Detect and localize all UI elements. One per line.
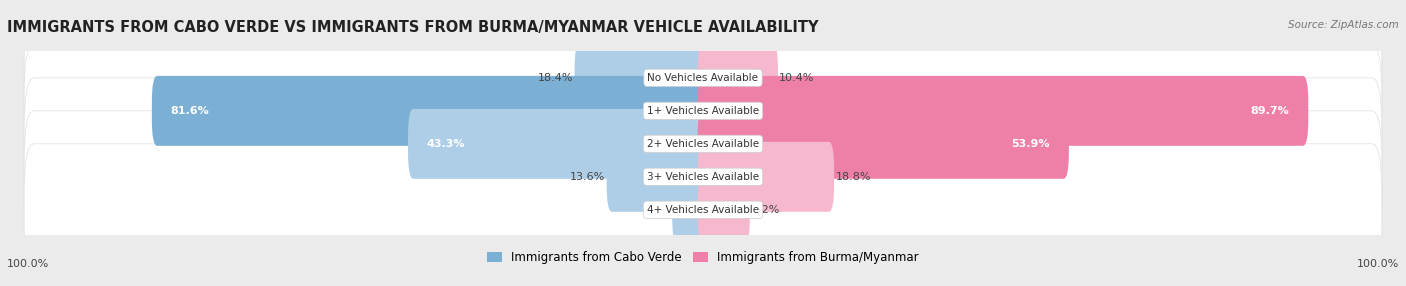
FancyBboxPatch shape (24, 78, 1382, 210)
FancyBboxPatch shape (24, 144, 1382, 276)
FancyBboxPatch shape (697, 142, 834, 212)
FancyBboxPatch shape (697, 76, 1309, 146)
FancyBboxPatch shape (697, 175, 749, 245)
Text: 18.8%: 18.8% (835, 172, 870, 182)
Text: 4+ Vehicles Available: 4+ Vehicles Available (647, 205, 759, 215)
Text: 10.4%: 10.4% (779, 73, 814, 83)
Text: 53.9%: 53.9% (1012, 139, 1050, 149)
Text: 13.6%: 13.6% (569, 172, 606, 182)
Text: 81.6%: 81.6% (170, 106, 209, 116)
Text: 3.8%: 3.8% (643, 205, 671, 215)
FancyBboxPatch shape (152, 76, 709, 146)
Text: 89.7%: 89.7% (1251, 106, 1289, 116)
Text: 6.2%: 6.2% (751, 205, 779, 215)
Text: IMMIGRANTS FROM CABO VERDE VS IMMIGRANTS FROM BURMA/MYANMAR VEHICLE AVAILABILITY: IMMIGRANTS FROM CABO VERDE VS IMMIGRANTS… (7, 20, 818, 35)
FancyBboxPatch shape (408, 109, 709, 179)
FancyBboxPatch shape (697, 109, 1069, 179)
FancyBboxPatch shape (24, 12, 1382, 144)
FancyBboxPatch shape (575, 43, 709, 113)
Text: 18.4%: 18.4% (537, 73, 574, 83)
Text: 100.0%: 100.0% (7, 259, 49, 269)
Text: 3+ Vehicles Available: 3+ Vehicles Available (647, 172, 759, 182)
FancyBboxPatch shape (606, 142, 709, 212)
Text: Source: ZipAtlas.com: Source: ZipAtlas.com (1288, 20, 1399, 30)
Text: 43.3%: 43.3% (427, 139, 465, 149)
Text: No Vehicles Available: No Vehicles Available (648, 73, 758, 83)
FancyBboxPatch shape (697, 43, 778, 113)
Text: 100.0%: 100.0% (1357, 259, 1399, 269)
FancyBboxPatch shape (24, 45, 1382, 177)
FancyBboxPatch shape (24, 111, 1382, 243)
FancyBboxPatch shape (672, 175, 709, 245)
Text: 2+ Vehicles Available: 2+ Vehicles Available (647, 139, 759, 149)
Text: 1+ Vehicles Available: 1+ Vehicles Available (647, 106, 759, 116)
Legend: Immigrants from Cabo Verde, Immigrants from Burma/Myanmar: Immigrants from Cabo Verde, Immigrants f… (482, 247, 924, 269)
